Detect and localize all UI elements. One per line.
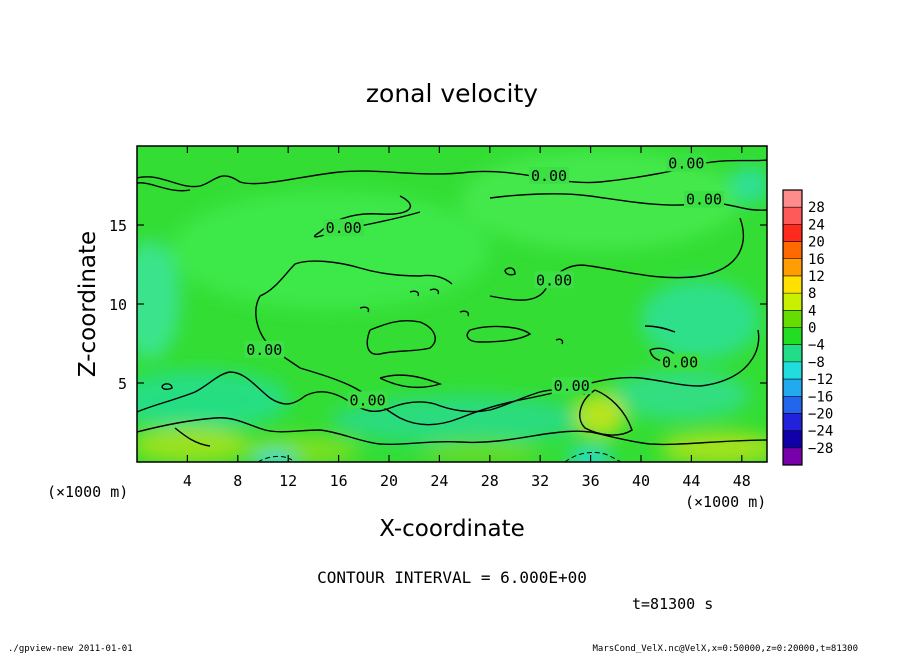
chart-title: zonal velocity <box>366 79 538 108</box>
contour-labels: 0.00 0.00 0.00 0.00 0.00 0.00 0.00 0.00 0.00 <box>244 154 724 409</box>
colorbar-swatch <box>783 396 802 414</box>
colorbar-swatch <box>783 447 802 466</box>
contour-label-bg <box>534 271 575 289</box>
colorbar-label: −8 <box>808 355 825 371</box>
contour-label-bg <box>529 167 570 185</box>
x-tick-label: 12 <box>279 472 297 490</box>
x-tick-label: 40 <box>632 472 650 490</box>
contour-label: 0.00 <box>554 377 590 395</box>
colorbar-label: −12 <box>808 372 833 388</box>
x-tick-label: 32 <box>531 472 549 490</box>
x-tick-label: 48 <box>733 472 751 490</box>
x-tick-label: 20 <box>380 472 398 490</box>
x-unit-left: (×1000 m) <box>47 483 128 501</box>
y-axis: 5 10 15 <box>109 217 767 393</box>
colorbar-label: 20 <box>808 235 825 251</box>
contour-label-bg <box>323 219 364 237</box>
colorbar-swatch <box>783 344 802 363</box>
contour-label-bg <box>660 353 701 371</box>
colorbar-swatch <box>783 310 802 328</box>
contour-label: 0.00 <box>531 167 567 185</box>
x-axis-title: X-coordinate <box>379 516 525 542</box>
colorbar-swatch <box>783 207 802 225</box>
contour-label: 0.00 <box>246 341 282 359</box>
x-tick-label: 24 <box>430 472 448 490</box>
colorbar-label: −20 <box>808 406 833 422</box>
contour-label: 0.00 <box>536 271 572 289</box>
contour-label-bg <box>551 377 592 395</box>
colorbar-swatch <box>783 379 802 397</box>
time-label: t=81300 s <box>632 595 713 613</box>
colorbar-swatch <box>783 224 802 243</box>
x-tick-label: 8 <box>233 472 242 490</box>
colorbar-label: −24 <box>808 424 833 440</box>
colorbar-label: 8 <box>808 286 816 302</box>
colorbar-swatch <box>783 190 802 208</box>
footer-right: MarsCond_VelX.nc@VelX,x=0:50000,z=0:2000… <box>592 644 858 654</box>
contour-label: 0.00 <box>668 154 704 172</box>
colorbar-swatch <box>783 275 802 294</box>
x-tick-label: 4 <box>183 472 192 490</box>
contour-label-bg <box>244 340 285 358</box>
contour-interval: CONTOUR INTERVAL = 6.000E+00 <box>317 568 587 587</box>
colorbar-swatch <box>783 430 802 449</box>
colorbar-swatch <box>783 293 802 311</box>
colorbar-swatch <box>783 241 802 260</box>
y-tick-label: 5 <box>118 375 127 393</box>
x-tick-label: 16 <box>330 472 348 490</box>
contour-label-bg <box>347 391 388 409</box>
contour-label-bg <box>666 154 707 172</box>
contour-label-bg <box>684 190 724 208</box>
colorbar-label: −16 <box>808 389 833 405</box>
colorbar-label: 24 <box>808 217 825 233</box>
x-tick-label: 28 <box>481 472 499 490</box>
x-tick-label: 44 <box>682 472 700 490</box>
y-axis-title: Z-coordinate <box>75 231 101 377</box>
contour-label: 0.00 <box>350 391 386 409</box>
x-unit-right: (×1000 m) <box>685 493 766 511</box>
colorbar-label: 4 <box>808 303 816 319</box>
y-tick-label: 15 <box>109 217 127 235</box>
colorbar-swatch <box>783 258 802 277</box>
colorbar-label: −4 <box>808 338 825 354</box>
colorbar-label: −28 <box>808 441 833 457</box>
x-tick-label: 36 <box>582 472 600 490</box>
heatmap-field <box>137 146 767 462</box>
colorbar-label: 12 <box>808 269 825 285</box>
y-tick-label: 10 <box>109 296 127 314</box>
colorbar-label: 16 <box>808 252 825 268</box>
footer-left: ./gpview-new 2011-01-01 <box>8 644 133 654</box>
contour-label: 0.00 <box>326 219 362 237</box>
contour-label: 0.00 <box>662 353 698 371</box>
colorbar-swatch <box>783 413 802 432</box>
colorbar-swatch <box>783 361 802 380</box>
colorbar-label: 28 <box>808 200 825 216</box>
x-axis: 4 8 12 16 20 24 28 32 36 40 44 48 <box>183 146 751 490</box>
contour-label: 0.00 <box>686 191 722 209</box>
colorbar-label: 0 <box>808 321 816 337</box>
colorbar-swatch <box>783 327 802 346</box>
